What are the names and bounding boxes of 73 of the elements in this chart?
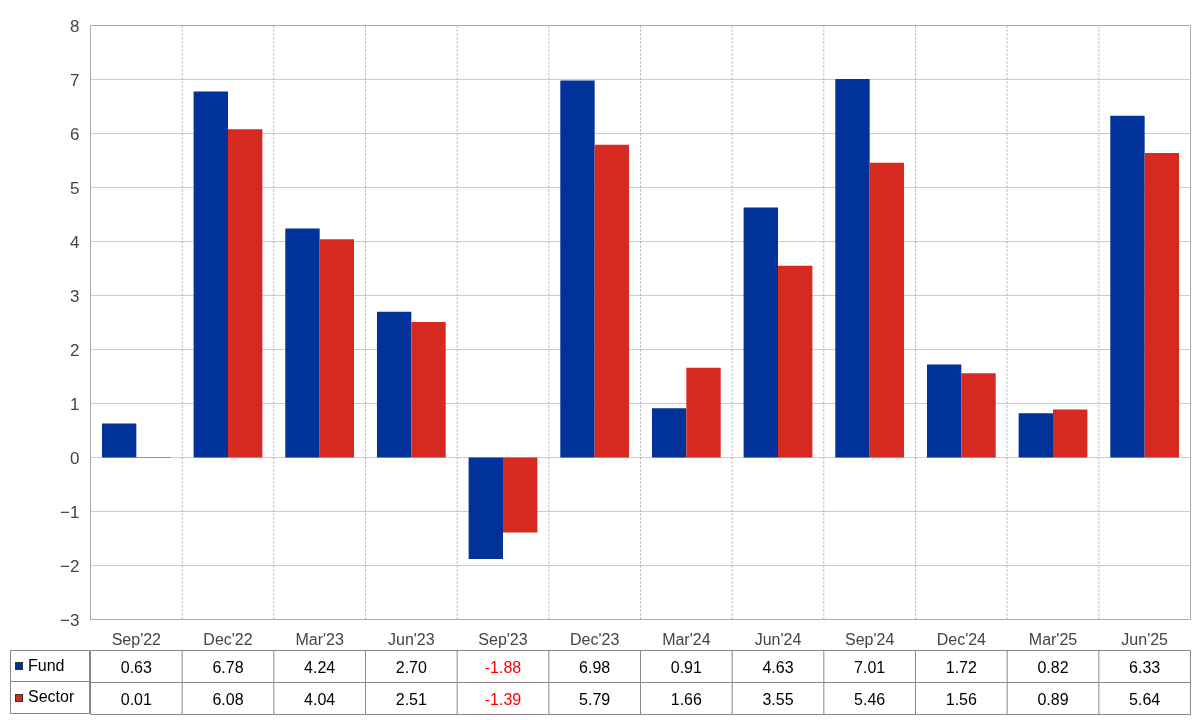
bar [101, 423, 137, 458]
data-label: 5.64 [1129, 690, 1161, 708]
y-tick-label: −1 [60, 502, 80, 522]
x-tick-label: Mar'24 [662, 630, 711, 648]
bar [411, 321, 446, 458]
data-label: 4.63 [762, 658, 794, 676]
bar [869, 162, 905, 458]
y-tick-label: 2 [70, 340, 80, 360]
legend-label: Sector [28, 687, 75, 708]
x-tick-label: Mar'23 [295, 630, 344, 648]
data-label: 2.51 [395, 690, 428, 708]
bar [503, 457, 538, 533]
data-label: 0.63 [120, 658, 153, 676]
y-tick-label: 6 [70, 124, 80, 144]
bar [778, 265, 813, 458]
data-label: 0.82 [1037, 658, 1069, 676]
data-label: 1.72 [945, 658, 978, 676]
data-label: 1.66 [670, 690, 703, 708]
bar [193, 91, 228, 458]
data-label: 1.56 [945, 690, 978, 708]
bar [651, 408, 687, 458]
data-label: 5.79 [579, 690, 611, 708]
bar [376, 311, 412, 458]
y-tick-label: 1 [70, 394, 80, 414]
data-label: -1.88 [484, 658, 522, 676]
x-tick-label: Sep'24 [845, 630, 895, 648]
data-label: 6.08 [212, 690, 244, 708]
data-label: 2.70 [395, 658, 428, 676]
data-label: 4.24 [304, 658, 336, 676]
bar [594, 144, 630, 458]
data-label: 0.89 [1037, 690, 1069, 708]
data-label: 0.01 [120, 690, 153, 708]
bar [1144, 152, 1180, 458]
y-tick-label: −2 [60, 556, 80, 576]
data-label: 5.46 [854, 690, 886, 708]
bar [1053, 409, 1088, 458]
y-tick-label: 3 [70, 286, 80, 306]
x-tick-label: Mar'25 [1028, 630, 1078, 648]
bar [686, 367, 721, 458]
data-label: 3.55 [762, 690, 794, 708]
y-tick-label: 7 [70, 70, 80, 90]
y-tick-label: 5 [70, 178, 80, 198]
bar [319, 239, 355, 458]
bar [285, 228, 320, 458]
data-label: -1.39 [484, 690, 522, 708]
bar [560, 80, 595, 458]
data-label: 0.91 [670, 658, 703, 676]
bar [1018, 413, 1053, 458]
x-tick-label: Dec'23 [570, 630, 620, 648]
x-tick-label: Dec'24 [936, 630, 987, 648]
data-label: 6.98 [579, 658, 611, 676]
data-label: 6.78 [212, 658, 244, 676]
x-tick-label: Jun'25 [1121, 630, 1169, 648]
bar [926, 364, 962, 458]
x-tick-label: Jun'23 [388, 630, 435, 648]
x-tick-label: Sep'23 [478, 630, 528, 648]
x-tick-label: Jun'24 [754, 630, 802, 648]
bar [1110, 115, 1145, 458]
bar [835, 78, 870, 458]
x-tick-label: Dec'22 [203, 630, 253, 648]
y-tick-label: 8 [70, 16, 80, 36]
bar [228, 129, 263, 458]
y-tick-label: 4 [70, 232, 80, 252]
x-tick-label: Sep'22 [111, 630, 162, 648]
legend-label: Fund [28, 655, 65, 676]
data-label: 7.01 [854, 658, 886, 676]
bar [468, 457, 503, 560]
data-label: 6.33 [1129, 658, 1161, 676]
data-label: 4.04 [304, 690, 336, 708]
bar [743, 207, 778, 458]
y-tick-label: −3 [60, 610, 80, 630]
bar [961, 373, 996, 458]
y-tick-label: 0 [70, 448, 80, 468]
